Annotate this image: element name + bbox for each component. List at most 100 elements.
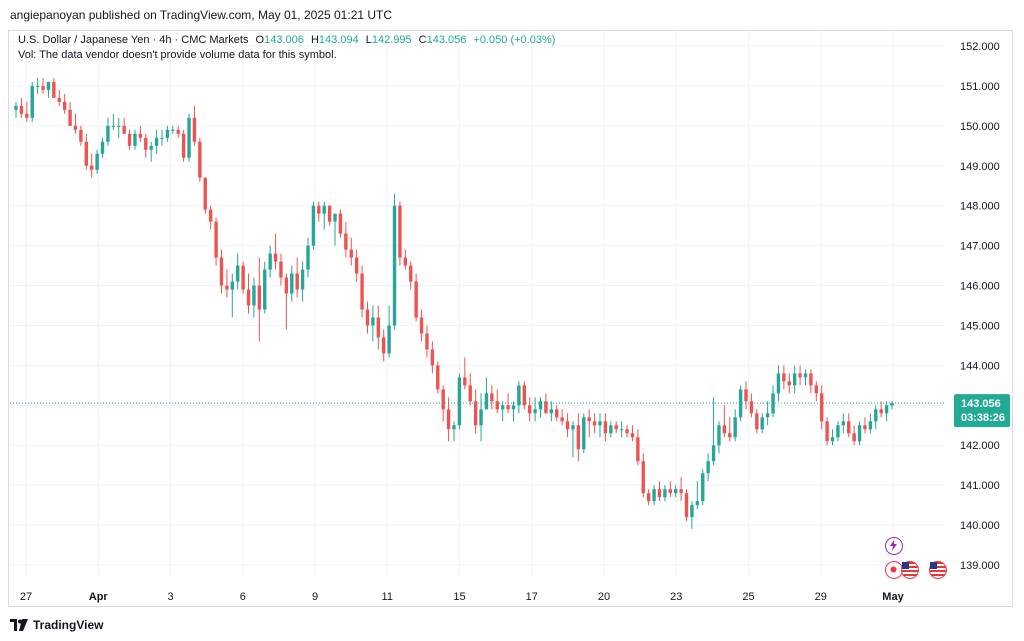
candle-body (879, 409, 883, 414)
candle-body (236, 265, 240, 282)
candle-body (755, 413, 759, 430)
candle-body (273, 253, 278, 262)
candle-body (576, 425, 581, 450)
lightning-icon[interactable] (885, 537, 903, 555)
y-tick-label: 150.000 (960, 121, 1000, 133)
candle-body (495, 401, 499, 410)
candle-body (90, 165, 94, 170)
high-value: 143.094 (318, 34, 359, 46)
candle-body (733, 417, 737, 438)
candle-body (565, 421, 570, 430)
red-dot-event-icon[interactable] (885, 561, 903, 579)
candle-body (555, 409, 559, 418)
ohlc-row: U.S. Dollar / Japanese Yen · 4h · CMC Ma… (18, 34, 555, 46)
countdown-label: 03:38:26 (961, 412, 1005, 424)
us-flag-event-icon[interactable] (901, 561, 919, 579)
candle-body (19, 105, 24, 114)
candle-body (414, 281, 418, 318)
candle-body (349, 249, 353, 258)
candle-body (771, 393, 775, 414)
candle-body (425, 333, 429, 350)
candle-body (430, 349, 435, 366)
candle-body (695, 501, 700, 506)
candle-body (133, 133, 137, 146)
candle-body (441, 389, 445, 410)
candle-body (684, 493, 689, 518)
candle-body (533, 409, 537, 414)
candle-body (836, 425, 840, 438)
candle-body (571, 425, 575, 430)
candle-body (149, 145, 153, 150)
footer: TradingView (10, 616, 103, 634)
y-tick-label: 152.000 (960, 41, 1000, 53)
last-price-badge (954, 394, 1010, 428)
candle-body (522, 385, 526, 406)
candle-body (327, 205, 332, 222)
us-flag-event-icon[interactable] (929, 561, 947, 579)
candle-body (317, 205, 321, 214)
candle-body (490, 393, 494, 402)
volume-note: Vol: The data vendor doesn't provide vol… (18, 49, 337, 61)
candle-body (79, 129, 83, 142)
top-bar: angiepanoyan published on TradingView.co… (0, 0, 1024, 30)
candle-body (127, 133, 132, 146)
chart-frame[interactable] (8, 30, 1013, 607)
candle-body (117, 125, 121, 127)
candle-body (468, 385, 472, 402)
candle-body (241, 265, 245, 290)
candle-body (14, 105, 18, 110)
candle-body (181, 133, 186, 158)
candle-body (192, 117, 197, 142)
close-value: 143.056 (426, 34, 467, 46)
candle-body (544, 401, 548, 414)
candle-body (538, 401, 543, 410)
candle-body (409, 265, 413, 282)
x-tick-label: 27 (20, 591, 32, 603)
x-tick-label: 17 (526, 591, 538, 603)
candle-body (679, 489, 683, 494)
candle-body (84, 141, 88, 166)
y-tick-label: 142.000 (960, 440, 1000, 452)
candle-body (154, 137, 159, 146)
low-label: L (365, 34, 372, 46)
candle-body (890, 402, 894, 406)
candle-body (706, 461, 710, 474)
chart-legend: U.S. Dollar / Japanese Yen · 4h · CMC Ma… (18, 34, 555, 61)
candle-body (641, 461, 645, 494)
candle-body (100, 141, 105, 154)
candle-body (68, 109, 72, 126)
candle-body (257, 285, 262, 310)
candle-body (203, 177, 207, 210)
candle-body (657, 489, 662, 498)
candle-body (160, 137, 164, 139)
y-tick-label: 141.000 (960, 480, 1000, 492)
tradingview-logo-icon (10, 619, 28, 631)
candle-body (765, 413, 770, 418)
candle-body (419, 317, 424, 334)
candle-body (436, 365, 440, 390)
x-tick-label: 15 (453, 591, 465, 603)
candle-body (387, 325, 391, 354)
candle-body (214, 221, 218, 258)
candle-body (841, 421, 846, 426)
candle-body (263, 269, 267, 310)
x-tick-label: 29 (815, 591, 827, 603)
candle-body (144, 137, 148, 150)
x-tick-label: 3 (167, 591, 173, 603)
candle-body (398, 205, 402, 258)
candle-body (868, 421, 873, 430)
candle-body (722, 425, 727, 434)
candle-body (95, 153, 99, 170)
candle-body (165, 129, 170, 138)
candle-body (863, 425, 867, 430)
candle-body (457, 377, 462, 426)
open-value: 143.006 (264, 34, 304, 46)
low-value: 142.995 (371, 34, 412, 46)
candle-body (73, 125, 78, 130)
close-label: C (418, 34, 427, 46)
candle-body (500, 405, 505, 410)
candle-body (219, 257, 224, 286)
candle-body (614, 425, 618, 430)
candle-body (279, 261, 283, 278)
